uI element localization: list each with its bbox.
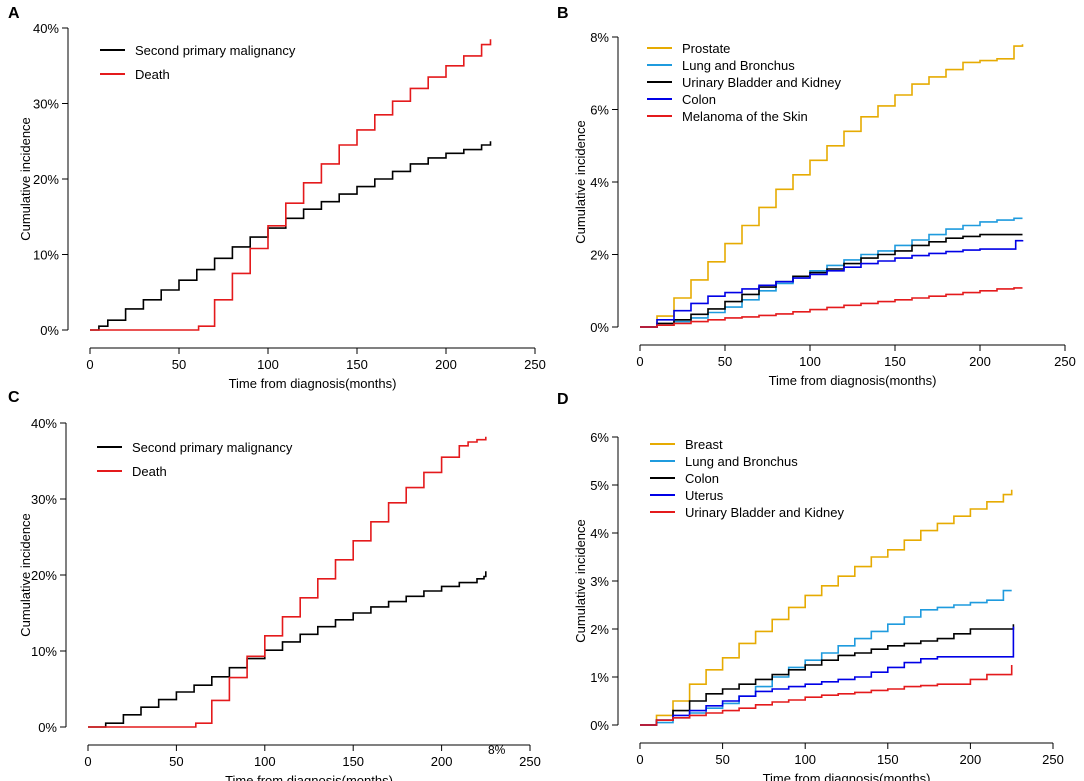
legend-label: Breast — [685, 437, 723, 452]
x-tick-label: 250 — [519, 754, 541, 769]
legend-label: Prostate — [682, 41, 730, 56]
y-tick-label: 0% — [38, 720, 57, 735]
x-axis-label: Time from diagnosis(months) — [763, 771, 931, 781]
series-line — [640, 624, 1015, 726]
x-tick-label: 150 — [346, 357, 368, 372]
series-line — [90, 141, 492, 331]
series-line — [640, 665, 1013, 726]
series-line — [640, 233, 1023, 328]
y-tick-label: 0% — [590, 718, 609, 733]
x-axis-label: Time from diagnosis(months) — [769, 373, 937, 388]
series-line — [640, 626, 1015, 726]
y-axis-label: Cumulative incidence — [18, 513, 33, 637]
y-tick-label: 3% — [590, 574, 609, 589]
x-tick-label: 250 — [1042, 752, 1064, 767]
y-tick-label: 5% — [590, 478, 609, 493]
legend-label: Lung and Bronchus — [685, 454, 798, 469]
x-tick-label: 50 — [169, 754, 183, 769]
x-tick-label: 100 — [799, 354, 821, 369]
y-axis-label: Cumulative incidence — [18, 117, 33, 241]
legend-label: Urinary Bladder and Kidney — [682, 75, 841, 90]
y-axis-label: Cumulative incidence — [573, 519, 588, 643]
y-tick-label: 1% — [590, 670, 609, 685]
x-tick-label: 0 — [636, 752, 643, 767]
legend-label: Second primary malignancy — [132, 440, 293, 455]
x-tick-label: 250 — [1054, 354, 1076, 369]
x-tick-label: 100 — [257, 357, 279, 372]
series-line — [88, 436, 487, 728]
x-tick-label: 150 — [877, 752, 899, 767]
y-tick-label: 30% — [31, 492, 57, 507]
series-line — [90, 39, 492, 331]
series-line — [640, 217, 1023, 328]
x-tick-label: 0 — [86, 357, 93, 372]
panel-b: B 0 50 100 150 200 250 0% 2% 4% 6% 8% Time from diag… — [557, 5, 1076, 388]
panel-letter: B — [557, 5, 569, 22]
y-tick-label: 20% — [33, 172, 59, 187]
x-tick-label: 200 — [960, 752, 982, 767]
y-tick-label: 2% — [590, 622, 609, 637]
panel-a: A 0 50 100 150 200 250 0% 10% 20% 30% 40% Time from … — [8, 5, 546, 391]
panel-c: C 0 50 100 150 200 250 0% 10% 20% 30% 40% Time from … — [8, 389, 541, 781]
x-tick-label: 50 — [172, 357, 186, 372]
panel-letter: D — [557, 391, 569, 408]
y-tick-label: 30% — [33, 97, 59, 112]
y-tick-label: 40% — [31, 416, 57, 431]
y-tick-label: 0% — [590, 320, 609, 335]
y-tick-label: 10% — [31, 644, 57, 659]
series-line — [640, 239, 1024, 328]
y-tick-label: 4% — [590, 526, 609, 541]
x-tick-label: 200 — [431, 754, 453, 769]
legend-label: Colon — [682, 92, 716, 107]
panel-d: D 0 50 100 150 200 250 0% 1% 2% 3% 4% 5% 6% Time from … — [557, 391, 1064, 781]
y-tick-label: 4% — [590, 175, 609, 190]
legend-label: Second primary malignancy — [135, 43, 296, 58]
y-tick-label: 6% — [590, 430, 609, 445]
series-line — [640, 589, 1012, 726]
legend-label: Death — [135, 67, 170, 82]
series-line — [640, 44, 1024, 328]
series-line — [88, 571, 487, 728]
y-tick-label: 6% — [590, 103, 609, 118]
y-tick-label: 40% — [33, 21, 59, 36]
x-tick-label: 150 — [342, 754, 364, 769]
x-tick-label: 50 — [715, 752, 729, 767]
series-line — [640, 489, 1013, 726]
y-axis-label: Cumulative incidence — [573, 120, 588, 244]
y-tick-label: 8% — [590, 30, 609, 45]
y-tick-label: 10% — [33, 248, 59, 263]
y-tick-label: 2% — [590, 248, 609, 263]
y-tick-label: 0% — [40, 323, 59, 338]
legend-label: Death — [132, 464, 167, 479]
legend-label: Urinary Bladder and Kidney — [685, 505, 844, 520]
x-tick-label: 50 — [718, 354, 732, 369]
x-tick-label: 200 — [969, 354, 991, 369]
x-tick-label: 100 — [794, 752, 816, 767]
legend-label: Uterus — [685, 488, 724, 503]
legend-label: Colon — [685, 471, 719, 486]
x-tick-label: 250 — [524, 357, 546, 372]
legend-label: Melanoma of the Skin — [682, 109, 808, 124]
x-tick-label: 0 — [636, 354, 643, 369]
x-tick-label: 200 — [435, 357, 457, 372]
x-tick-label: 150 — [884, 354, 906, 369]
panel-letter: C — [8, 389, 20, 406]
stray-tick-label: 8% — [488, 743, 506, 757]
panel-letter: A — [8, 5, 20, 22]
x-tick-label: 100 — [254, 754, 276, 769]
legend-label: Lung and Bronchus — [682, 58, 795, 73]
x-axis-label: Time from diagnosis(months) — [225, 773, 393, 781]
y-tick-label: 20% — [31, 568, 57, 583]
series-line — [640, 287, 1023, 328]
x-axis-label: Time from diagnosis(months) — [229, 376, 397, 391]
x-tick-label: 0 — [84, 754, 91, 769]
